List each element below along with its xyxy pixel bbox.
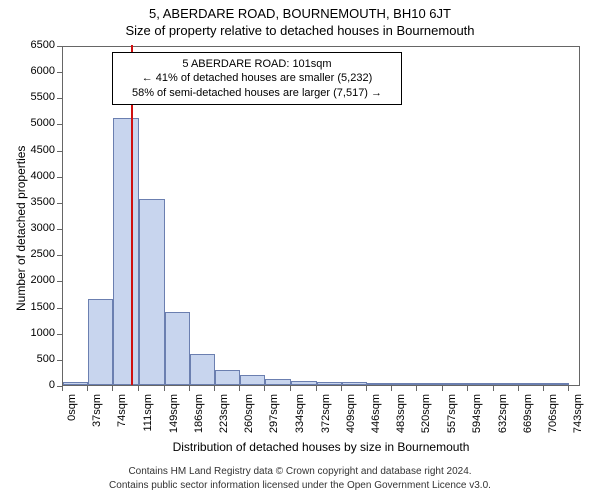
ytick-line <box>57 255 62 256</box>
xtick-line <box>62 386 63 391</box>
histogram-bar <box>240 375 265 385</box>
footer-line: Contains public sector information licen… <box>0 480 600 491</box>
xtick-label: 0sqm <box>66 394 78 442</box>
xtick-label: 74sqm <box>116 394 128 442</box>
xtick-line <box>543 386 544 391</box>
ytick-label: 3500 <box>17 196 55 208</box>
xtick-line <box>568 386 569 391</box>
xtick-label: 297sqm <box>268 394 280 442</box>
xtick-label: 372sqm <box>320 394 332 442</box>
histogram-bar <box>215 370 240 385</box>
ytick-label: 4500 <box>17 144 55 156</box>
xtick-label: 111sqm <box>142 394 154 442</box>
histogram-bar <box>392 383 417 385</box>
histogram-bar <box>443 383 468 385</box>
xtick-line <box>493 386 494 391</box>
xtick-line <box>341 386 342 391</box>
xtick-line <box>87 386 88 391</box>
ytick-line <box>57 177 62 178</box>
xtick-label: 186sqm <box>193 394 205 442</box>
footer-line: Contains HM Land Registry data © Crown c… <box>0 466 600 477</box>
xtick-line <box>164 386 165 391</box>
ytick-line <box>57 124 62 125</box>
annotation-line: ← 41% of detached houses are smaller (5,… <box>119 71 395 85</box>
xtick-label: 483sqm <box>395 394 407 442</box>
ytick-line <box>57 360 62 361</box>
xtick-label: 37sqm <box>91 394 103 442</box>
histogram-bar <box>139 199 165 385</box>
ytick-line <box>57 281 62 282</box>
xtick-label: 334sqm <box>294 394 306 442</box>
ytick-line <box>57 72 62 73</box>
ytick-label: 4000 <box>17 170 55 182</box>
ytick-label: 5500 <box>17 91 55 103</box>
annotation-line: 5 ABERDARE ROAD: 101sqm <box>119 57 395 71</box>
xtick-label: 594sqm <box>471 394 483 442</box>
ytick-label: 6500 <box>17 39 55 51</box>
xtick-label: 743sqm <box>572 394 584 442</box>
histogram-bar <box>494 383 519 385</box>
histogram-bar <box>190 354 215 385</box>
xtick-label: 632sqm <box>497 394 509 442</box>
xtick-line <box>442 386 443 391</box>
ytick-line <box>57 46 62 47</box>
ytick-line <box>57 229 62 230</box>
ytick-label: 5000 <box>17 117 55 129</box>
histogram-bar <box>544 383 569 385</box>
xtick-line <box>290 386 291 391</box>
xtick-label: 223sqm <box>218 394 230 442</box>
ytick-line <box>57 334 62 335</box>
histogram-bar <box>367 383 392 385</box>
histogram-bar <box>63 382 88 385</box>
xtick-line <box>264 386 265 391</box>
chart-container: 5, ABERDARE ROAD, BOURNEMOUTH, BH10 6JT … <box>0 0 600 500</box>
xtick-line <box>138 386 139 391</box>
ytick-label: 6000 <box>17 65 55 77</box>
xtick-line <box>214 386 215 391</box>
xtick-line <box>416 386 417 391</box>
histogram-bar <box>468 383 494 385</box>
annotation-line: 58% of semi-detached houses are larger (… <box>119 86 395 100</box>
xtick-line <box>112 386 113 391</box>
ytick-label: 2000 <box>17 274 55 286</box>
ytick-label: 1000 <box>17 327 55 339</box>
xtick-label: 409sqm <box>345 394 357 442</box>
ytick-label: 3000 <box>17 222 55 234</box>
histogram-bar <box>88 299 113 385</box>
histogram-bar <box>417 383 442 385</box>
xtick-line <box>189 386 190 391</box>
ytick-label: 500 <box>17 353 55 365</box>
xtick-line <box>366 386 367 391</box>
xtick-label: 260sqm <box>243 394 255 442</box>
histogram-bar <box>342 382 367 385</box>
xtick-label: 520sqm <box>420 394 432 442</box>
histogram-bar <box>265 379 290 385</box>
xtick-label: 149sqm <box>168 394 180 442</box>
chart-title-main: 5, ABERDARE ROAD, BOURNEMOUTH, BH10 6JT <box>0 0 600 21</box>
histogram-bar <box>113 118 138 385</box>
ytick-line <box>57 203 62 204</box>
histogram-bar <box>291 381 317 385</box>
ytick-line <box>57 151 62 152</box>
xtick-line <box>316 386 317 391</box>
ytick-label: 2500 <box>17 248 55 260</box>
x-axis-label: Distribution of detached houses by size … <box>62 440 580 454</box>
xtick-line <box>518 386 519 391</box>
xtick-line <box>391 386 392 391</box>
ytick-line <box>57 98 62 99</box>
xtick-line <box>467 386 468 391</box>
ytick-label: 0 <box>17 379 55 391</box>
ytick-line <box>57 308 62 309</box>
ytick-label: 1500 <box>17 301 55 313</box>
histogram-bar <box>519 383 544 385</box>
xtick-label: 669sqm <box>522 394 534 442</box>
annotation-box: 5 ABERDARE ROAD: 101sqm ← 41% of detache… <box>112 52 402 105</box>
xtick-label: 446sqm <box>370 394 382 442</box>
xtick-label: 706sqm <box>547 394 559 442</box>
histogram-bar <box>165 312 190 385</box>
xtick-line <box>239 386 240 391</box>
xtick-label: 557sqm <box>446 394 458 442</box>
chart-title-sub: Size of property relative to detached ho… <box>0 21 600 38</box>
histogram-bar <box>317 382 342 385</box>
